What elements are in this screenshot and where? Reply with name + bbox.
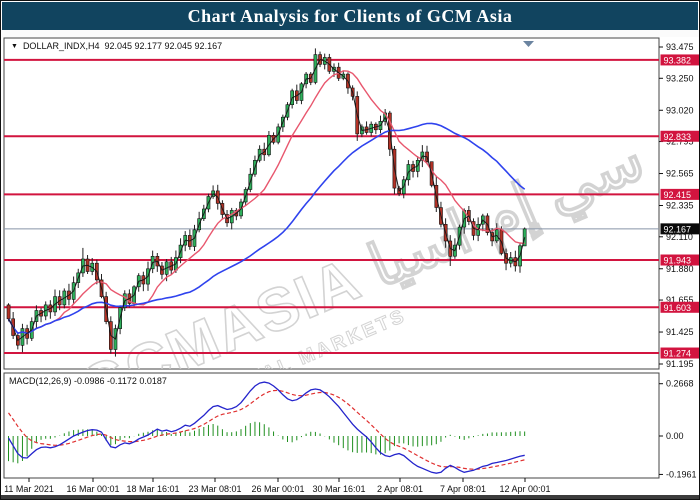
page-title: Chart Analysis for Clients of GCM Asia — [187, 5, 513, 26]
titlebar-gap — [2, 30, 699, 37]
time-tick-label: 26 Mar 00:01 — [251, 484, 304, 494]
price-level-label: 93.382 — [664, 55, 692, 65]
price-level-label-bg — [660, 54, 699, 66]
price-level-label-bg — [660, 188, 699, 200]
macd-tick-label: 0.00 — [666, 431, 684, 441]
current-price-label-bg — [660, 223, 699, 235]
price-tick-label: 91.195 — [666, 359, 694, 369]
time-tick-label: 18 Mar 16:01 — [126, 484, 179, 494]
price-tick-label: 93.250 — [666, 73, 694, 83]
time-tick-label: 16 Mar 00:01 — [66, 484, 119, 494]
price-tick-label: 92.110 — [666, 232, 693, 242]
time-tick-label: 23 Mar 08:01 — [188, 484, 241, 494]
price-level-label: 91.943 — [664, 256, 692, 266]
moving-averages — [7, 58, 526, 342]
price-tick-label: 92.335 — [666, 201, 694, 211]
current-price-label: 92.167 — [664, 224, 692, 234]
price-axis[interactable]: 93.47593.25093.02092.79592.56592.33592.1… — [659, 42, 700, 369]
price-tick-label: 91.425 — [666, 327, 694, 337]
ma-micro — [8, 58, 526, 342]
price-tick-label: 92.565 — [666, 169, 694, 179]
price-tick-label: 93.020 — [666, 105, 694, 115]
price-level-lines — [4, 58, 659, 354]
price-level-label-bg — [660, 130, 699, 142]
candle-down — [6, 304, 11, 320]
price-level-label: 92.415 — [664, 190, 692, 200]
price-level-label-bg — [660, 347, 699, 359]
collapse-indicator-icon[interactable]: ▼ — [11, 42, 18, 50]
macd-tick-label: -0.1961 — [666, 469, 697, 479]
price-tick-label: 91.880 — [666, 264, 694, 274]
macd-lines — [7, 381, 525, 474]
chart-shift-marker-icon[interactable] — [523, 41, 534, 47]
macd-tick-label: 0.2668 — [666, 379, 694, 389]
price-level-label-bg — [660, 254, 699, 266]
ohlc-values: 92.045 92.177 92.045 92.167 — [104, 41, 223, 51]
price-level-label: 91.603 — [664, 303, 692, 313]
time-tick-label: 30 Mar 16:01 — [312, 484, 365, 494]
time-tick-label: 2 Apr 08:01 — [377, 484, 423, 494]
macd-indicator-label: MACD(12,26,9) -0.0986 -0.1172 0.0187 — [9, 376, 167, 386]
price-level-label-bg — [660, 301, 699, 313]
time-tick-label: 7 Apr 08:01 — [440, 484, 486, 494]
title-bar: Chart Analysis for Clients of GCM Asia — [2, 2, 698, 30]
macd-histogram — [8, 421, 526, 464]
symbol-label: DOLLAR_INDX,H4 — [22, 41, 100, 51]
price-tick-label: 91.655 — [666, 295, 694, 305]
symbol-header: ▼ DOLLAR_INDX,H4 92.045 92.177 92.045 92… — [11, 41, 222, 51]
macd-axis[interactable]: 0.2668 0.00 -0.1961 — [659, 379, 697, 480]
macd-main-line — [7, 381, 525, 474]
time-axis[interactable]: 11 Mar 2021 16 Mar 00:01 18 Mar 16:01 23 Ma… — [4, 478, 551, 494]
ma-fast — [7, 70, 525, 335]
window-bottom-edge — [1, 495, 699, 499]
price-level-label: 92.833 — [664, 132, 692, 142]
ma-slow — [7, 122, 526, 335]
macd-signal-line — [8, 389, 525, 470]
price-tick-label: 93.475 — [666, 42, 694, 52]
price-level-label: 91.274 — [664, 349, 692, 359]
plot-backgrounds — [3, 37, 660, 479]
time-tick-label: 11 Mar 2021 — [4, 484, 54, 494]
time-tick-label: 12 Apr 00:01 — [499, 484, 550, 494]
